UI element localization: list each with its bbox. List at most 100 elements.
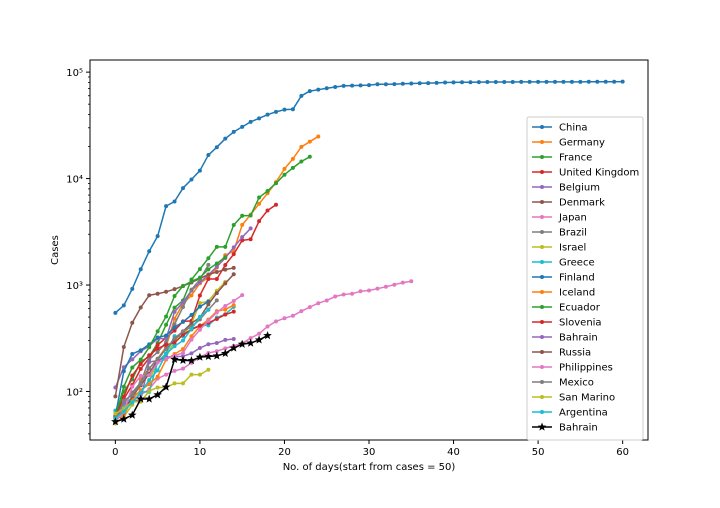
legend-marker — [540, 185, 544, 189]
data-point — [223, 244, 228, 249]
data-point — [206, 276, 211, 281]
data-point — [240, 124, 245, 129]
data-point — [257, 116, 262, 121]
legend-label: Bahrain — [559, 423, 598, 434]
legend-item: Argentina — [532, 408, 608, 419]
data-point — [299, 159, 304, 164]
data-point — [257, 201, 262, 206]
data-point — [189, 372, 194, 377]
data-point — [138, 348, 143, 353]
data-point — [172, 368, 177, 373]
data-point — [510, 79, 515, 84]
data-point — [121, 369, 126, 374]
data-point — [223, 337, 228, 342]
data-point — [299, 144, 304, 149]
legend-marker — [540, 335, 544, 339]
data-point — [121, 303, 126, 308]
data-point — [181, 186, 185, 191]
data-point — [341, 292, 346, 297]
data-point — [316, 301, 321, 306]
axes-layer: 0 10 20 30 40 50 60 10² 10³ 10⁴ 10⁵ — [66, 68, 629, 458]
legend-label: United Kingdom — [559, 168, 639, 179]
data-point — [383, 82, 388, 87]
legend-item: Brazil — [532, 228, 587, 239]
legend-marker — [540, 395, 544, 399]
data-point — [181, 300, 185, 305]
data-point — [231, 245, 236, 250]
data-point — [197, 267, 202, 272]
legend-item: Israel — [532, 243, 586, 254]
data-point — [248, 226, 253, 231]
data-point — [164, 314, 169, 319]
data-point — [155, 329, 160, 334]
data-point — [220, 348, 230, 358]
data-point — [164, 289, 169, 294]
data-point — [231, 303, 236, 308]
data-point — [172, 309, 177, 314]
data-point — [595, 79, 600, 84]
data-point — [181, 350, 185, 355]
data-point — [138, 381, 143, 386]
y-tick-label: 10² — [66, 387, 83, 398]
data-point — [324, 298, 329, 303]
data-point — [214, 310, 219, 315]
data-point — [240, 293, 245, 298]
data-point — [144, 394, 154, 403]
data-point — [561, 79, 566, 84]
data-point — [265, 208, 270, 213]
data-point — [434, 80, 439, 85]
data-point — [485, 80, 490, 85]
data-point — [223, 312, 228, 317]
legend-marker — [537, 422, 547, 431]
data-point — [130, 365, 135, 370]
data-point — [206, 318, 211, 323]
data-point — [197, 301, 202, 306]
series-layer — [111, 79, 625, 426]
data-point — [136, 394, 146, 403]
data-point — [197, 275, 202, 280]
legend-label: China — [559, 123, 588, 134]
data-point — [375, 286, 380, 291]
legend-label: Iceland — [559, 288, 595, 299]
data-point — [164, 346, 169, 351]
data-point — [155, 343, 160, 348]
data-point — [147, 389, 152, 394]
data-point — [195, 352, 205, 361]
data-point — [231, 272, 236, 277]
data-point — [172, 336, 177, 341]
data-point — [223, 255, 228, 260]
data-point — [324, 86, 329, 91]
data-point — [197, 323, 202, 328]
data-point — [307, 89, 312, 94]
legend-item: Belgium — [532, 183, 600, 194]
legend-item: Russia — [532, 348, 591, 359]
data-point — [231, 265, 236, 270]
data-point — [443, 80, 448, 85]
data-point — [189, 279, 194, 284]
legend-marker — [540, 155, 544, 159]
data-point — [138, 357, 143, 362]
data-point — [254, 335, 264, 344]
data-point — [468, 80, 473, 85]
data-point — [451, 80, 456, 85]
legend-marker — [540, 245, 544, 249]
data-point — [172, 293, 177, 298]
data-point — [502, 79, 507, 84]
data-point — [460, 80, 464, 85]
legend-item: United Kingdom — [532, 168, 639, 179]
data-point — [189, 334, 194, 339]
data-point — [138, 267, 143, 272]
data-point — [121, 394, 126, 399]
data-point — [333, 294, 338, 299]
data-point — [223, 262, 228, 267]
data-point — [263, 331, 272, 340]
data-point — [257, 219, 262, 224]
data-point — [223, 136, 228, 141]
data-point — [130, 357, 135, 362]
y-tick-label: 10³ — [66, 281, 83, 292]
data-point — [138, 390, 143, 395]
data-point — [375, 82, 380, 87]
data-point — [367, 83, 371, 88]
legend-marker — [540, 140, 544, 144]
